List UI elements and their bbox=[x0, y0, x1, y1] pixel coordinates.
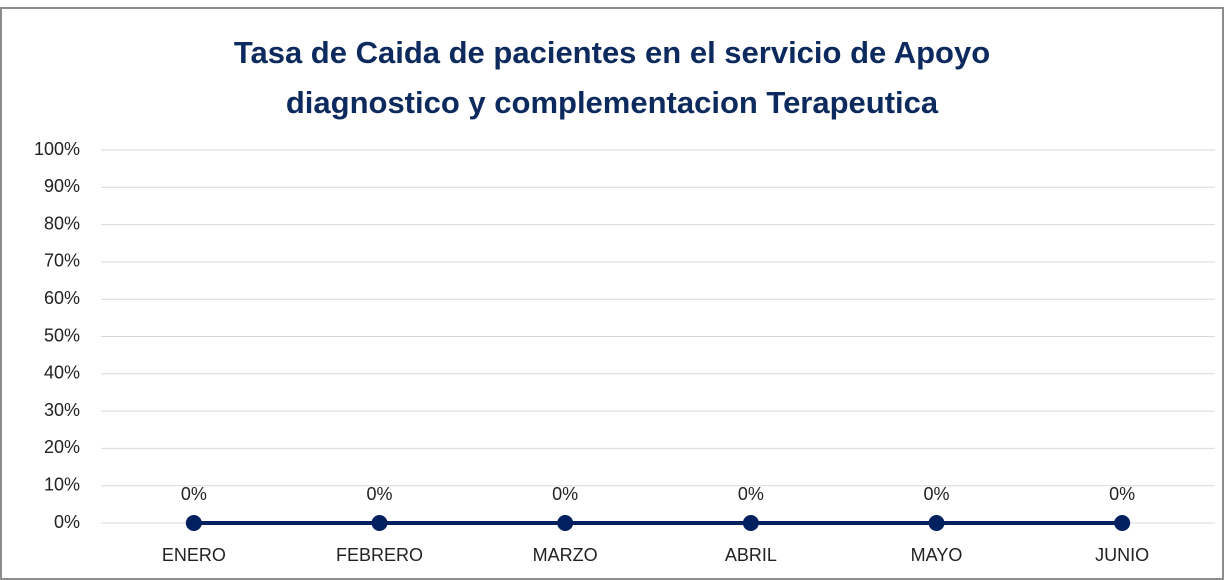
y-tick-label: 10% bbox=[44, 474, 80, 494]
y-tick-label: 90% bbox=[44, 176, 80, 196]
data-label: 0% bbox=[738, 484, 764, 504]
x-tick-label: JUNIO bbox=[1095, 545, 1149, 565]
data-point bbox=[928, 515, 945, 531]
data-label: 0% bbox=[1109, 484, 1135, 504]
y-tick-label: 80% bbox=[44, 213, 80, 233]
x-tick-label: MARZO bbox=[533, 545, 598, 565]
y-tick-label: 30% bbox=[44, 400, 80, 420]
y-tick-label: 60% bbox=[44, 288, 80, 308]
x-tick-label: ABRIL bbox=[725, 545, 777, 565]
y-tick-label: 100% bbox=[34, 139, 80, 159]
data-point bbox=[1114, 515, 1131, 531]
chart-title: Tasa de Caida de pacientes en el servici… bbox=[233, 35, 991, 120]
y-tick-label: 70% bbox=[44, 251, 80, 271]
data-point bbox=[185, 515, 202, 531]
data-point bbox=[742, 515, 759, 531]
y-tick-label: 20% bbox=[44, 437, 80, 457]
y-tick-label: 40% bbox=[44, 363, 80, 383]
data-label: 0% bbox=[366, 484, 392, 504]
x-tick-label: MAYO bbox=[911, 545, 963, 565]
y-tick-label: 50% bbox=[44, 325, 80, 345]
chart-border bbox=[0, 7, 1224, 580]
data-label: 0% bbox=[181, 484, 207, 504]
data-point bbox=[371, 515, 388, 531]
data-label: 0% bbox=[923, 484, 949, 504]
x-tick-label: FEBRERO bbox=[336, 545, 423, 565]
y-tick-label: 0% bbox=[54, 512, 80, 532]
data-label: 0% bbox=[552, 484, 578, 504]
x-tick-label: ENERO bbox=[162, 545, 226, 565]
data-point bbox=[557, 515, 574, 531]
